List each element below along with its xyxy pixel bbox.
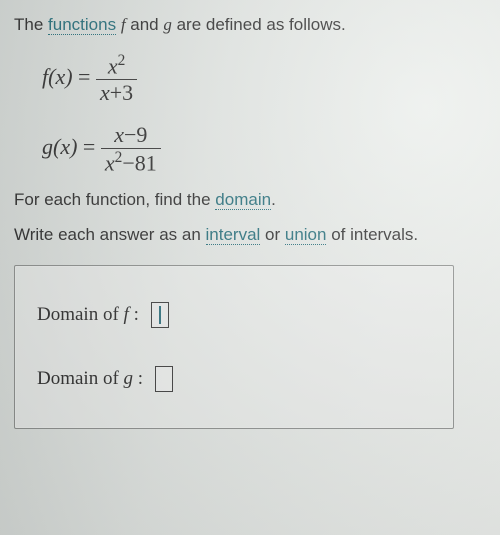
var: x <box>105 151 115 176</box>
domain-g-input[interactable] <box>155 366 173 392</box>
equation-f: f(x) = x2 x+3 <box>42 52 486 106</box>
term-functions[interactable]: functions <box>48 15 116 35</box>
eq-sign: = <box>83 135 101 160</box>
denominator: x2−81 <box>101 149 161 176</box>
instruction-line-2: Write each answer as an interval or unio… <box>14 224 486 247</box>
domain-f-input[interactable] <box>151 302 169 328</box>
answer-panel: Domain of f : Domain of g : <box>14 265 454 429</box>
term-interval[interactable]: interval <box>206 225 261 245</box>
text: : <box>133 368 143 389</box>
eq-lhs: g(x) <box>42 135 83 160</box>
eq-sign: = <box>78 64 96 89</box>
instruction-line-1: For each function, find the domain. <box>14 189 486 212</box>
intro-sentence: The functions f and g are defined as fol… <box>14 14 486 36</box>
eq-lhs: f(x) <box>42 64 78 89</box>
numerator: x2 <box>96 52 137 80</box>
var: x <box>114 122 124 147</box>
symbol-g: g <box>163 15 172 34</box>
answer-row-f: Domain of f : <box>37 302 431 328</box>
term-domain[interactable]: domain <box>215 190 271 210</box>
fraction: x2 x+3 <box>96 52 137 106</box>
text: Domain of <box>37 304 124 325</box>
text: or <box>260 225 285 244</box>
op: − <box>122 151 134 176</box>
const: 81 <box>135 151 157 176</box>
text-cursor <box>159 306 161 324</box>
domain-g-label: Domain of g : <box>37 368 143 390</box>
term-union[interactable]: union <box>285 225 327 245</box>
fraction: x−9 x2−81 <box>101 122 161 176</box>
answer-row-g: Domain of g : <box>37 366 431 392</box>
text: of intervals. <box>326 225 418 244</box>
symbol-g: g <box>124 368 134 389</box>
text: : <box>129 304 139 325</box>
op: + <box>110 80 122 105</box>
text: . <box>271 190 276 209</box>
const: 3 <box>122 80 133 105</box>
equation-g: g(x) = x−9 x2−81 <box>42 122 486 176</box>
numerator: x−9 <box>101 122 161 149</box>
op: − <box>124 122 136 147</box>
var: x <box>100 80 110 105</box>
text: Domain of <box>37 368 124 389</box>
text: Write each answer as an <box>14 225 206 244</box>
const: 9 <box>136 122 147 147</box>
denominator: x+3 <box>96 80 137 106</box>
domain-f-label: Domain of f : <box>37 304 139 326</box>
text: For each function, find the <box>14 190 215 209</box>
text: The <box>14 15 48 34</box>
text: are defined as follows. <box>172 15 346 34</box>
var: x <box>108 53 118 78</box>
text: and <box>126 15 164 34</box>
exponent: 2 <box>118 52 126 69</box>
